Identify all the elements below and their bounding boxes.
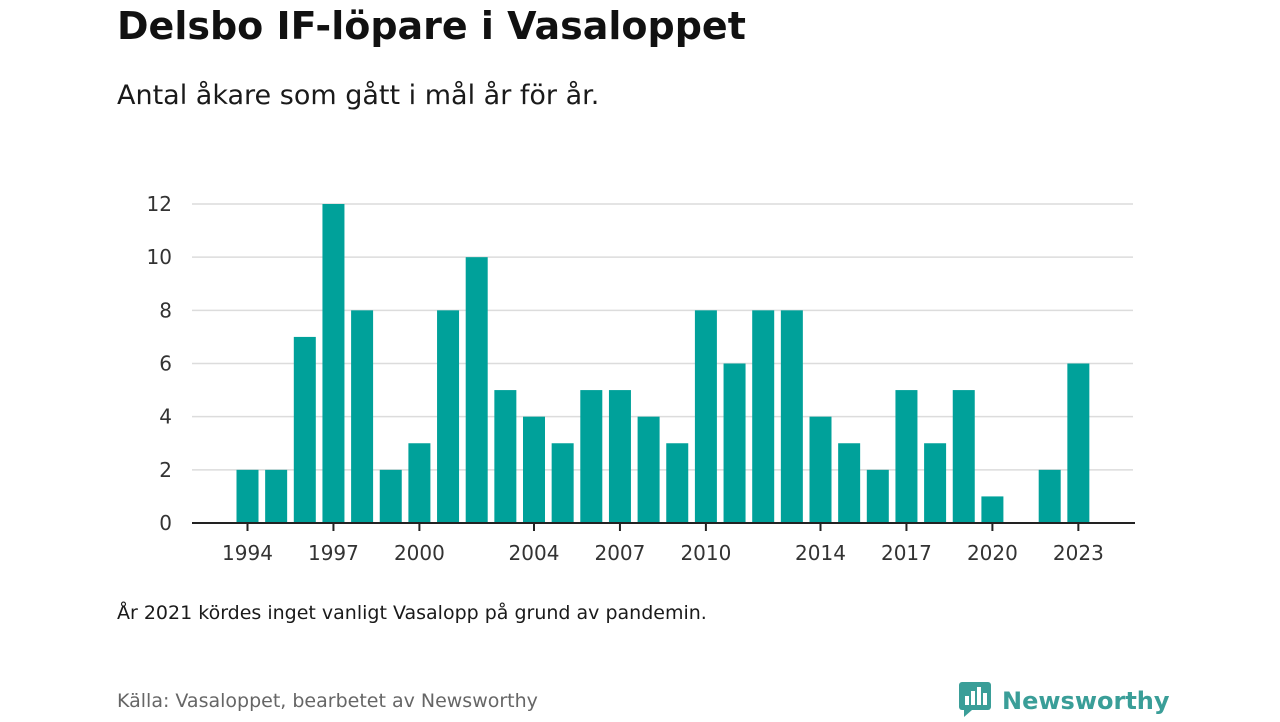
bar-chart: 0 2 4 6 8 10 12 1994 1997 2000 2004 2007 2010 2014 201… bbox=[147, 192, 1135, 565]
y-tick-label: 4 bbox=[159, 405, 172, 429]
bar-2022 bbox=[1038, 469, 1061, 523]
bar-2006 bbox=[580, 390, 603, 523]
axes: 0 2 4 6 8 10 12 1994 1997 2000 2004 2007 2010 2014 201… bbox=[147, 192, 1135, 565]
bar-2000 bbox=[408, 443, 431, 523]
bar-2008 bbox=[637, 416, 660, 523]
bar-1994 bbox=[236, 469, 259, 523]
x-tick-label: 2007 bbox=[594, 541, 645, 565]
bar-2007 bbox=[608, 390, 631, 523]
source-credit: Källa: Vasaloppet, bearbetet av Newswort… bbox=[117, 690, 538, 712]
bar-2012 bbox=[752, 310, 775, 523]
bar-2004 bbox=[523, 416, 545, 523]
chart-title: Delsbo IF-löpare i Vasaloppet bbox=[117, 4, 746, 48]
bar-2017 bbox=[895, 390, 918, 523]
brand-name: Newsworthy bbox=[1002, 687, 1170, 715]
x-tick-label: 2017 bbox=[881, 541, 932, 565]
bar-2001 bbox=[437, 310, 460, 523]
bar-2020 bbox=[981, 496, 1004, 523]
bar-2003 bbox=[494, 390, 517, 523]
bar-2019 bbox=[952, 390, 975, 523]
bar-1998 bbox=[351, 310, 374, 523]
bars bbox=[236, 204, 1090, 523]
bar-2002 bbox=[465, 257, 488, 523]
x-tick-label: 2020 bbox=[967, 541, 1018, 565]
chart-subtitle: Antal åkare som gått i mål år för år. bbox=[117, 80, 600, 111]
y-tick-label: 0 bbox=[159, 511, 172, 535]
newsworthy-logo-icon bbox=[958, 680, 992, 722]
x-tick-label: 2014 bbox=[795, 541, 846, 565]
x-tick-label: 2004 bbox=[509, 541, 560, 565]
bar-2009 bbox=[666, 443, 689, 523]
x-tick-label: 2000 bbox=[394, 541, 445, 565]
bar-2016 bbox=[866, 469, 889, 523]
bar-2005 bbox=[551, 443, 574, 523]
x-tick-label: 2023 bbox=[1053, 541, 1104, 565]
y-tick-label: 8 bbox=[159, 298, 172, 322]
bar-2015 bbox=[838, 443, 861, 523]
y-tick-label: 12 bbox=[147, 192, 172, 216]
bar-2013 bbox=[780, 310, 803, 523]
y-tick-label: 6 bbox=[159, 352, 172, 376]
grid-lines bbox=[192, 203, 1133, 471]
bar-1995 bbox=[265, 469, 288, 523]
bar-2023 bbox=[1067, 363, 1090, 523]
x-tick-label: 1994 bbox=[222, 541, 273, 565]
y-tick-label: 10 bbox=[147, 245, 172, 269]
bar-1997 bbox=[322, 204, 345, 523]
bar-2010 bbox=[694, 310, 717, 523]
x-tick-label: 1997 bbox=[308, 541, 359, 565]
x-tick-label: 2010 bbox=[680, 541, 731, 565]
y-tick-label: 2 bbox=[159, 458, 172, 482]
bar-2018 bbox=[924, 443, 947, 523]
bar-1999 bbox=[379, 469, 402, 523]
bar-2011 bbox=[723, 363, 746, 523]
chart-note: År 2021 kördes inget vanligt Vasalopp på… bbox=[117, 602, 707, 624]
bar-2014 bbox=[809, 416, 832, 523]
bar-1996 bbox=[293, 336, 316, 523]
brand-logo: Newsworthy bbox=[958, 680, 1170, 722]
